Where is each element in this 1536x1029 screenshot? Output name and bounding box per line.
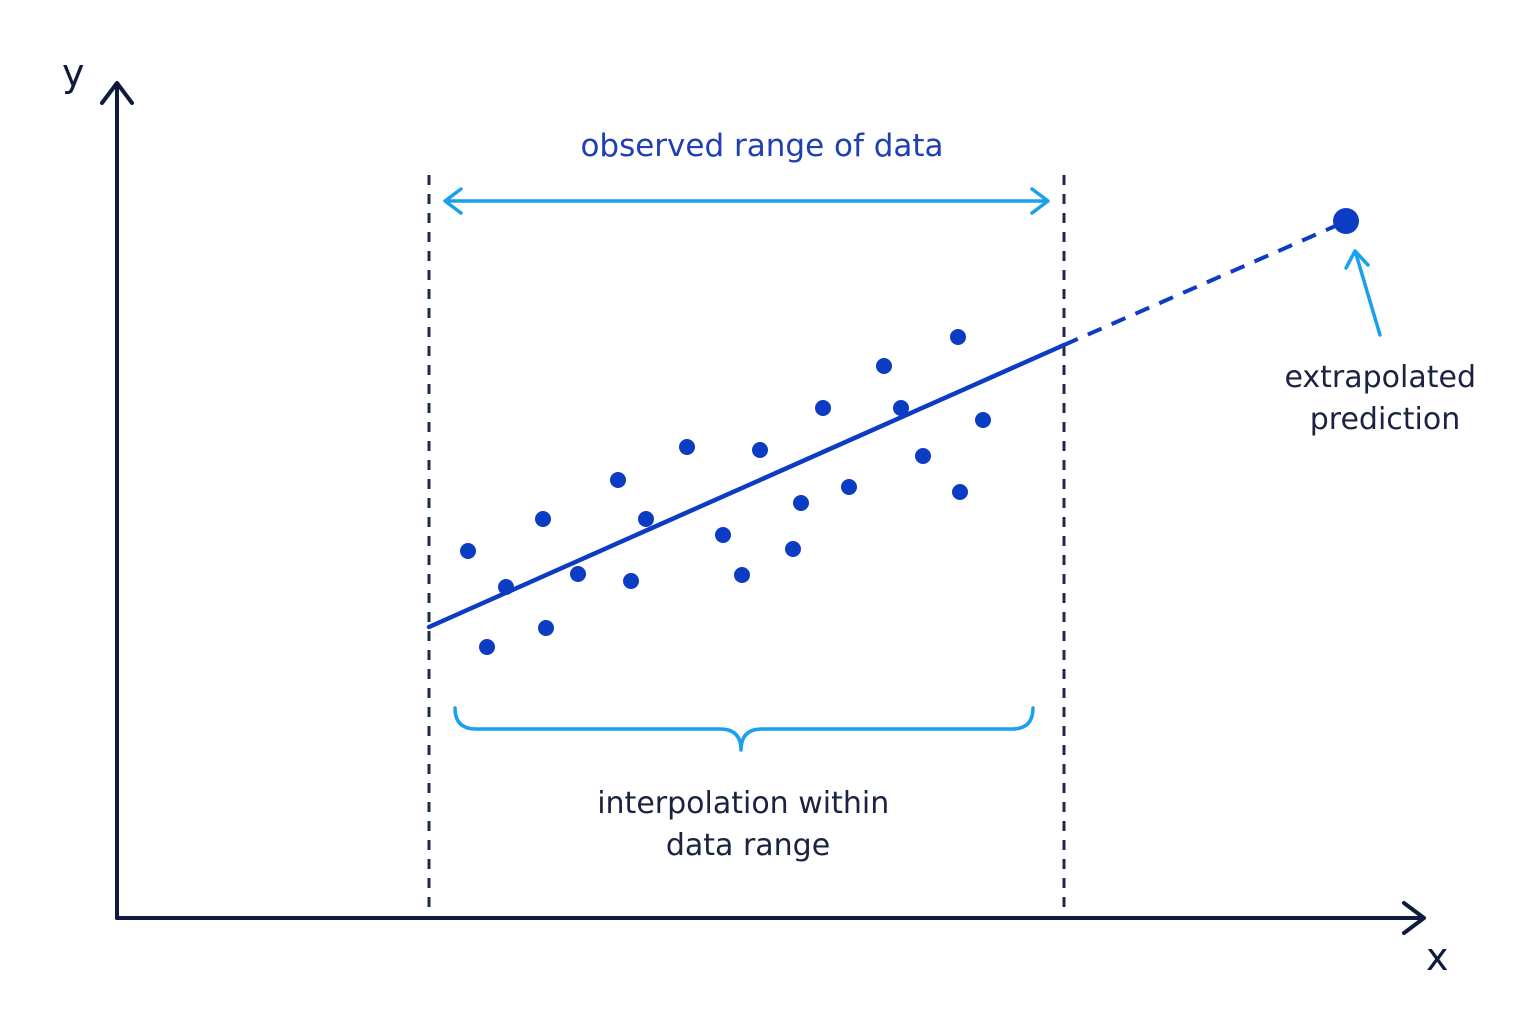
data-point [679, 439, 695, 455]
data-point [535, 511, 551, 527]
data-point [841, 479, 857, 495]
x-axis-label: x [1426, 935, 1449, 979]
regression-line [426, 342, 1067, 630]
y-axis-label: y [62, 51, 85, 95]
range-label: observed range of data [580, 128, 943, 164]
data-point [950, 329, 966, 345]
prediction-pointer-arrowhead [1344, 249, 1370, 270]
data-point [815, 400, 831, 416]
y-axis-arrowhead [100, 81, 134, 105]
data-point [752, 442, 768, 458]
data-point [915, 448, 931, 464]
data-point [893, 400, 909, 416]
extrapolation-label-line-2: prediction [1310, 402, 1461, 437]
data-point [734, 567, 750, 583]
interpolation-label-line-1: interpolation within [597, 786, 889, 821]
range-arrow-right-head [1030, 187, 1050, 215]
extrapolation-label: extrapolated prediction [1284, 360, 1485, 437]
interpolation-label-line-2: data range [666, 828, 830, 863]
data-point [785, 541, 801, 557]
interpolation-brace [453, 706, 1035, 752]
data-point [538, 620, 554, 636]
range-arrow-left-head [443, 187, 463, 215]
data-point [715, 527, 731, 543]
prediction-pointer-arrow [1354, 252, 1382, 337]
data-point [460, 543, 476, 559]
data-point [623, 573, 639, 589]
extrapolation-dashed-line [1063, 222, 1341, 347]
data-points [460, 329, 991, 655]
data-point [876, 358, 892, 374]
data-point [498, 579, 514, 595]
data-point [610, 472, 626, 488]
extrapolated-point [1333, 208, 1359, 234]
data-point [479, 639, 495, 655]
interpolation-label: interpolation within data range [597, 786, 899, 863]
data-point [570, 566, 586, 582]
data-point [952, 484, 968, 500]
data-point [793, 495, 809, 511]
data-point [975, 412, 991, 428]
data-point [638, 511, 654, 527]
extrapolation-label-line-1: extrapolated [1284, 360, 1476, 395]
x-axis-arrowhead [1402, 901, 1426, 935]
